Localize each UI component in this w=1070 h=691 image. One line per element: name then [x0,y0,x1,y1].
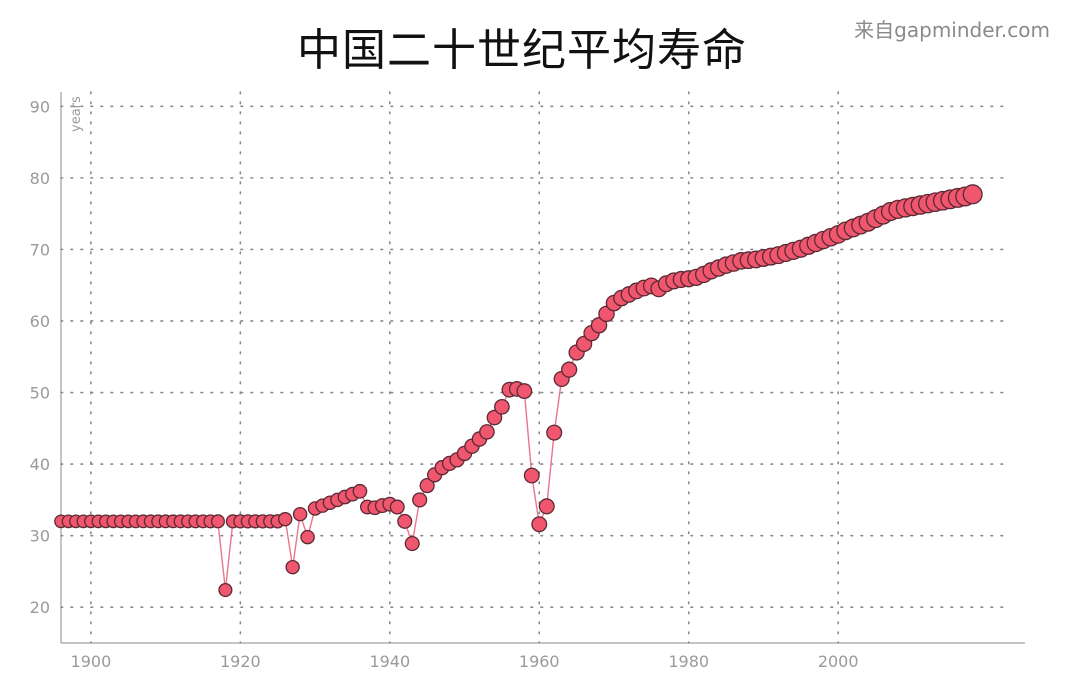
data-point [292,506,308,522]
x-tick-label: 2000 [818,652,859,671]
data-point [285,559,300,575]
data-point [419,477,435,494]
data-point [300,529,315,545]
data-point [494,399,510,415]
data-point [218,582,233,598]
y-tick-label: 30 [30,527,50,546]
chart-title: 中国二十世纪平均寿命 [297,25,747,76]
data-point [479,424,495,440]
data-point [389,499,405,515]
data-point [412,492,428,508]
x-tick-label: 1960 [519,652,560,671]
data-point [210,514,225,529]
data-point [352,483,368,499]
data-point [486,409,503,426]
data-point [538,498,555,515]
data-point [546,424,563,441]
data-point [277,512,293,527]
data-point [590,317,608,334]
y-axis-unit-label: years [69,96,84,132]
y-tick-label: 20 [30,598,50,617]
data-point [962,184,983,205]
y-tick-label: 70 [30,240,50,259]
y-tick-label: 40 [30,455,50,474]
y-tick-label: 60 [30,312,50,331]
data-point [397,513,413,529]
y-tick-label: 90 [30,97,50,116]
data-point [404,535,420,552]
y-tick-label: 50 [30,384,50,403]
y-tick-label: 80 [30,169,50,188]
tick-labels: 20 30 40 50 60 70 80 90 1900 1920 1940 1960 1980 2000 [30,97,859,671]
x-tick-label: 1900 [71,652,112,671]
x-tick-label: 1980 [668,652,709,671]
data-point [523,467,540,484]
data-point [516,383,533,400]
data-point [531,516,548,533]
data-point [561,361,578,378]
x-tick-label: 1940 [369,652,410,671]
data-markers [54,184,983,598]
source-link[interactable]: 来自gapminder.com [854,18,1050,42]
x-tick-label: 1920 [220,652,261,671]
grid-lines [60,91,1006,644]
axes [60,92,1025,644]
